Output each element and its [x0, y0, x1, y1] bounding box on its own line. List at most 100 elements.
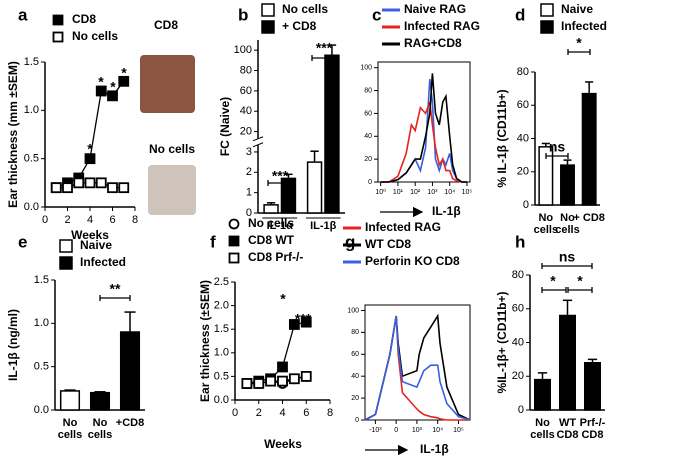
x-tick-label: 4 [87, 214, 93, 226]
x-tick-label: IL-1α [267, 220, 294, 232]
y-tick-label: 1 [246, 187, 252, 199]
bar [119, 331, 141, 411]
legend-label: Naive [80, 238, 112, 252]
y-axis-label: Ear thickness (mm ±SEM) [6, 61, 20, 208]
y-axis-label: Ear thickness (±SEM) [198, 280, 212, 402]
y-tick-label: 0 [355, 417, 359, 424]
annotation: * [110, 79, 116, 95]
y-tick-label: 60 [517, 99, 529, 111]
y-tick-label: 20 [351, 395, 359, 402]
legend-label: Infected RAG [404, 19, 480, 33]
legend-label: CD8 WT [248, 233, 295, 247]
photo [140, 55, 195, 113]
x-tick-label: -10³ [369, 427, 382, 434]
legend-swatch [52, 31, 64, 43]
legend-label: Perforin KO CD8 [365, 254, 460, 268]
series-line [380, 101, 467, 183]
annotation: * [280, 291, 286, 307]
y-tick-label: 2.5 [214, 276, 229, 288]
point [50, 182, 62, 194]
y-tick-label: 0.5 [214, 370, 229, 382]
legend-label: Infected RAG [365, 220, 441, 234]
axis-break [253, 138, 263, 145]
y-tick-label: 2 [246, 166, 252, 178]
x-tick-label: +CD8 [116, 417, 144, 429]
x-tick-label: 0 [42, 214, 48, 226]
y-tick-label: 80 [517, 66, 529, 78]
y-tick-label: 60 [240, 85, 252, 97]
point [241, 378, 253, 389]
x-tick-label: 8 [132, 214, 138, 226]
x-tick-label: No cells [530, 417, 554, 441]
bar [560, 164, 575, 206]
panel: f 0.0 0.5 1.0 1.5 2.0 2.5 0 2 4 6 8 Ear thickness (±… [198, 216, 333, 451]
y-tick-label: 0 [368, 179, 372, 186]
annotation: * [121, 65, 127, 81]
bar [306, 161, 323, 214]
x-tick-label: 0 [232, 407, 238, 419]
x-tick-label: No cells [555, 212, 579, 236]
bar [324, 54, 340, 214]
legend-swatch [52, 14, 64, 26]
legend-label: WT CD8 [365, 237, 411, 251]
y-tick-label: 0 [523, 199, 529, 211]
y-tick-label: 80 [512, 269, 524, 281]
panel: g 0 20 40 60 80 100 -10³ 0 10³ 10⁴ 10⁵ IL-1β Infected… [343, 220, 471, 456]
annotation: ns [549, 139, 566, 155]
y-tick-label: 2.0 [214, 300, 229, 312]
series-line [380, 79, 467, 183]
legend-swatch [228, 235, 240, 247]
annotation: *** [316, 40, 333, 56]
panel-label: h [515, 232, 525, 251]
legend-label: Naive RAG [404, 2, 466, 16]
y-tick-label: 100 [234, 44, 252, 56]
y-tick-label: 80 [240, 64, 252, 76]
y-axis-label: IL-1β (ng/ml) [6, 309, 20, 381]
y-tick-label: 40 [240, 105, 252, 117]
x-tick-label: 10⁵ [453, 427, 464, 434]
point [118, 75, 130, 87]
point [300, 316, 312, 328]
bar [538, 146, 554, 206]
legend-label: Infected [80, 255, 126, 269]
legend-swatch [261, 3, 275, 17]
legend-label: CD8 Prf-/- [248, 250, 303, 264]
y-tick-label: 0.0 [34, 404, 49, 416]
panel-label: d [515, 5, 525, 24]
x-tick-label: IL-1β [310, 220, 337, 232]
legend-swatch [540, 3, 554, 17]
x-tick-label: 10⁵ [462, 189, 473, 196]
y-axis-label: FC (Naive) [218, 97, 232, 156]
y-tick-label: 80 [351, 329, 359, 336]
y-tick-label: 0 [518, 404, 524, 416]
bar [280, 177, 297, 214]
x-tick-label: 8 [327, 407, 333, 419]
y-tick-label: 20 [364, 156, 372, 163]
panel-label: c [372, 5, 381, 24]
annotation: * [576, 35, 582, 51]
annotation: ** [110, 281, 121, 297]
panel: c 0 20 40 60 80 100 10⁰ 10¹ 10² 10³ 10⁴ 10⁵ IL-1β Naiv… [360, 2, 480, 218]
legend-swatch [59, 256, 73, 270]
x-tick-label: 6 [303, 407, 309, 419]
annotation: *** [272, 168, 289, 184]
y-tick-label: 1.5 [24, 56, 39, 68]
x-tick-label: 2 [256, 407, 262, 419]
panel-label: f [210, 232, 216, 251]
legend-swatch [228, 218, 240, 230]
bar [89, 391, 111, 411]
point [107, 90, 118, 102]
y-tick-label: 40 [517, 132, 529, 144]
point [84, 153, 96, 165]
axis-break-mark [252, 136, 264, 142]
y-tick-label: 60 [512, 303, 524, 315]
x-tick-label: 10³ [427, 189, 438, 196]
panel-label: b [238, 5, 248, 24]
panel: b 0 1 2 3 20 40 60 80 100 FC (Naive) IL-1α IL-1β *** *… [218, 2, 345, 232]
legend-swatch [540, 20, 554, 34]
x-tick-label: 0 [394, 427, 398, 434]
bar [581, 92, 597, 206]
